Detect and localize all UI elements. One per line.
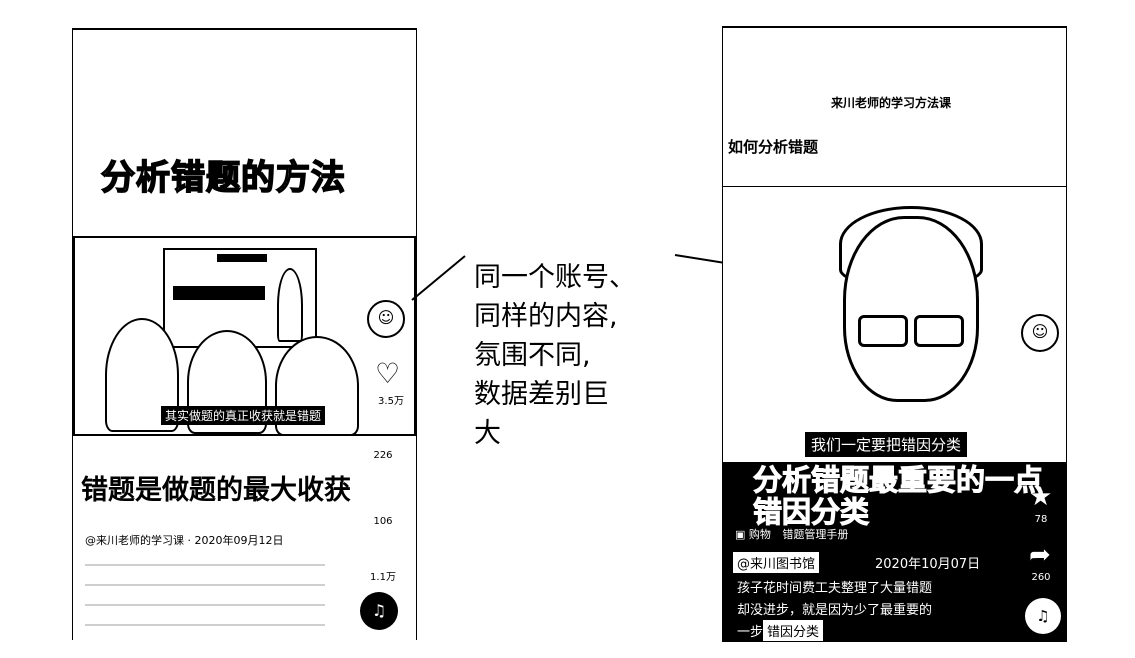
share-count: 260 [1031, 572, 1051, 583]
shop-tag[interactable]: ▣ 购物 错题管理手册 [735, 526, 848, 542]
left-phone-screenshot: 分析错题的方法 ☺ 3.5万 ♡ 其实做题的真正收获就是错题 226 错题是做题… [72, 28, 417, 640]
video-caption: 其实做题的真正收获就是错题 [161, 406, 326, 425]
glasses-left [858, 315, 908, 347]
right-video-frame[interactable]: ☺ 我们一定要把错因分类 分析错题最重要的一点 错因分类 ★ 78 ➦ 260 … [723, 196, 1066, 642]
comment-count: 226 [373, 450, 393, 461]
divider [723, 186, 1066, 187]
share-icon[interactable]: ➦ [1029, 540, 1051, 570]
description-line: 一步 [733, 620, 768, 641]
screen-text-bar [173, 286, 265, 300]
left-video-frame[interactable]: ☺ 3.5万 ♡ 其实做题的真正收获就是错题 [73, 236, 416, 436]
post-date: 2020年10月07日 [871, 552, 985, 573]
annotation-line: 同一个账号、 [474, 262, 636, 293]
comparison-annotation: 同一个账号、 同样的内容, 氛围不同, 数据差别巨 大 [474, 258, 664, 453]
heart-icon[interactable]: ♡ [375, 357, 401, 390]
bottom-hashtag[interactable]: 错因分类 [763, 620, 824, 641]
description-line: 孩子花时间费工夫整理了大量错题 [733, 576, 937, 597]
product-tag-label: 错题管理手册 [782, 528, 849, 541]
presenter-face [843, 216, 979, 402]
author-name[interactable]: @来川图书馆 [733, 552, 820, 573]
annotation-line: 氛围不同, [474, 340, 591, 371]
course-subtitle: 来川老师的学习方法课 [831, 96, 952, 110]
cover-title: 分析错题的方法 [100, 157, 346, 199]
video-headline: 分析错题最重要的一点 错因分类 [753, 463, 1044, 529]
post-headline: 错题是做题的最大收获 [81, 475, 351, 506]
cart-icon: ▣ [735, 528, 746, 541]
shop-tag-label: 购物 [748, 528, 771, 541]
right-phone-screenshot: 来川老师的学习方法课 如何分析错题 ☺ 我们一定要把错因分类 分析错题最重要的一… [722, 26, 1067, 642]
author-avatar[interactable]: ☺ [367, 300, 405, 338]
annotation-line: 同样的内容, [474, 301, 618, 332]
presenter-figure [277, 268, 303, 342]
post-description-blurred [85, 560, 325, 632]
screen-heading-bar [217, 254, 267, 262]
glasses-right [914, 315, 964, 347]
share-count: 1.1万 [370, 572, 396, 583]
music-disc-icon[interactable]: ♫ [360, 592, 398, 630]
star-icon[interactable]: ★ [1029, 482, 1053, 512]
author-meta: @来川老师的学习课 · 2020年09月12日 [85, 534, 284, 547]
connector-left [411, 255, 466, 301]
annotation-line: 数据差别巨 [474, 379, 609, 410]
lesson-title: 如何分析错题 [728, 138, 819, 156]
description-line: 却没进步，就是因为少了最重要的 [733, 598, 937, 619]
video-caption: 我们一定要把错因分类 [805, 432, 968, 457]
author-avatar[interactable]: ☺ [1021, 314, 1059, 352]
favorite-count: 78 [1034, 514, 1048, 525]
annotation-line: 大 [474, 418, 501, 449]
like-count: 3.5万 [378, 396, 404, 407]
favorite-count: 106 [373, 516, 393, 527]
music-disc-icon[interactable]: ♫ [1025, 598, 1061, 634]
